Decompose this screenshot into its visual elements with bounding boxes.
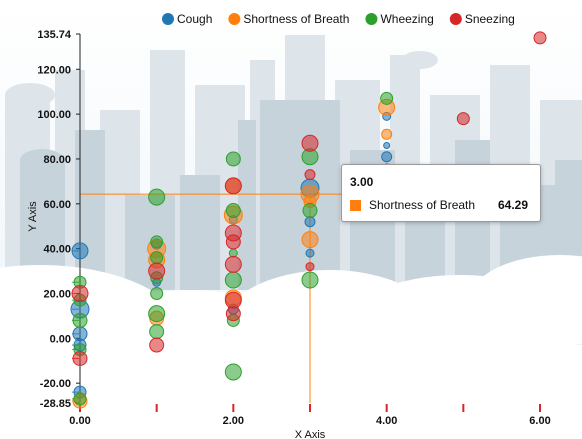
data-point <box>457 113 469 125</box>
data-point <box>225 272 241 288</box>
legend-item: Shortness of Breath <box>228 12 349 26</box>
x-axis-title: X Axis <box>295 429 326 439</box>
legend-swatch <box>228 13 240 25</box>
data-point <box>151 287 163 299</box>
tooltip-series-swatch <box>350 200 361 211</box>
y-tick-label: 0.00 <box>50 333 71 345</box>
data-point <box>302 272 318 288</box>
data-point <box>226 152 240 166</box>
data-point <box>302 232 318 248</box>
data-point <box>149 263 165 279</box>
data-point <box>73 313 87 327</box>
y-tick-label: -20.00 <box>40 378 71 390</box>
legend-swatch <box>365 13 377 25</box>
legend-label: Wheezing <box>380 12 433 26</box>
legend-item: Cough <box>162 12 212 26</box>
data-point <box>73 351 87 365</box>
data-point <box>72 243 88 259</box>
data-point <box>149 306 165 322</box>
data-point <box>74 393 86 405</box>
y-tick-label: 20.00 <box>43 288 71 300</box>
y-tick-label: 135.74 <box>37 29 72 41</box>
data-point <box>306 249 314 257</box>
data-point <box>151 236 163 248</box>
data-point <box>226 204 240 218</box>
tooltip-value: 64.29 <box>498 198 528 212</box>
legend-label: Cough <box>177 12 212 26</box>
data-point <box>72 285 88 301</box>
y-tick-label: -28.85 <box>40 398 71 410</box>
data-point <box>225 364 241 380</box>
x-tick-label: 2.00 <box>223 415 244 427</box>
data-point <box>150 338 164 352</box>
data-point <box>382 129 392 139</box>
y-axis-title: Y Axis <box>27 201 39 232</box>
tooltip-series-name: Shortness of Breath <box>369 198 475 212</box>
data-point <box>381 92 393 104</box>
data-point <box>225 292 241 308</box>
data-point <box>225 256 241 272</box>
y-tick-label: 40.00 <box>43 244 71 256</box>
data-point <box>226 307 240 321</box>
tooltip: 3.00 Shortness of Breath 64.29 <box>341 164 541 222</box>
y-tick-label: 100.00 <box>37 109 71 121</box>
data-point <box>382 152 392 162</box>
x-tick-label: 6.00 <box>529 415 550 427</box>
data-point <box>149 189 165 205</box>
legend-label: Sneezing <box>465 12 515 26</box>
data-point <box>225 178 241 194</box>
data-point <box>150 325 164 339</box>
legend-swatch <box>450 13 462 25</box>
legend-swatch <box>162 13 174 25</box>
y-tick-label: 120.00 <box>37 64 71 76</box>
y-tick-label: 60.00 <box>43 199 71 211</box>
data-point <box>151 252 163 264</box>
data-point <box>306 263 314 271</box>
data-point <box>303 204 317 218</box>
tooltip-x-value: 3.00 <box>350 175 373 189</box>
data-point <box>302 135 318 151</box>
x-tick-label: 4.00 <box>376 415 397 427</box>
data-point <box>226 235 240 249</box>
legend-label: Shortness of Breath <box>243 12 349 26</box>
data-point <box>534 32 546 44</box>
data-point <box>305 217 315 227</box>
data-point <box>384 143 390 149</box>
x-tick-label: 0.00 <box>69 415 90 427</box>
data-point <box>305 170 315 180</box>
y-tick-label: 80.00 <box>43 154 71 166</box>
